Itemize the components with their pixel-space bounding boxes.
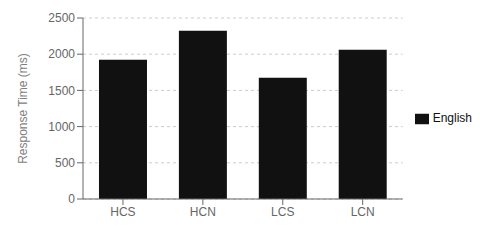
svg-text:Response Time (ms): Response Time (ms): [16, 53, 30, 164]
svg-text:0: 0: [68, 192, 75, 206]
svg-text:1000: 1000: [48, 120, 75, 134]
html-text:English: English: [432, 111, 472, 126]
svg-text:500: 500: [55, 156, 75, 170]
svg-text:2500: 2500: [48, 11, 75, 25]
svg-text:HCN: HCN: [190, 205, 216, 219]
svg-text:LCS: LCS: [271, 205, 294, 219]
svg-text:LCN: LCN: [351, 205, 375, 219]
svg-text:2000: 2000: [48, 47, 75, 61]
svg-text:1500: 1500: [48, 84, 75, 98]
svg-text:HCS: HCS: [110, 205, 135, 219]
